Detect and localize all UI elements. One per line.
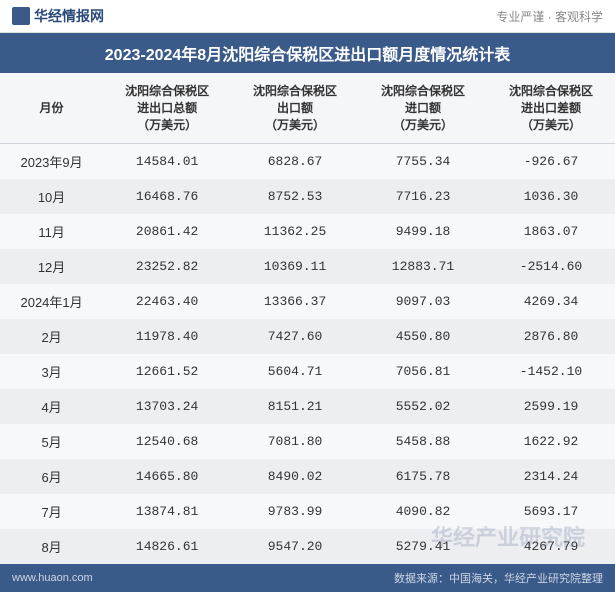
cell-total: 11978.40 — [103, 319, 231, 354]
table-header: 月份 沈阳综合保税区进出口总额（万美元） 沈阳综合保税区出口额（万美元） 沈阳综… — [0, 73, 615, 144]
cell-import: 5279.41 — [359, 529, 487, 564]
cell-export: 9783.99 — [231, 494, 359, 529]
cell-diff: -926.67 — [487, 144, 615, 180]
footer-site: www.huaon.com — [12, 572, 93, 584]
cell-export: 8490.02 — [231, 459, 359, 494]
header-bar: 华经情报网 专业严谨 · 客观科学 — [0, 0, 615, 33]
cell-month: 2月 — [0, 319, 103, 354]
cell-total: 12540.68 — [103, 424, 231, 459]
col-export: 沈阳综合保税区出口额（万美元） — [231, 73, 359, 144]
cell-export: 11362.25 — [231, 214, 359, 249]
table-row: 2023年9月14584.016828.677755.34-926.67 — [0, 144, 615, 180]
logo-text: 华经情报网 — [34, 6, 104, 26]
cell-import: 5458.88 — [359, 424, 487, 459]
cell-month: 3月 — [0, 354, 103, 389]
cell-month: 10月 — [0, 179, 103, 214]
cell-diff: 1863.07 — [487, 214, 615, 249]
cell-diff: 4269.34 — [487, 284, 615, 319]
cell-import: 12883.71 — [359, 249, 487, 284]
cell-diff: 1622.92 — [487, 424, 615, 459]
cell-export: 8752.53 — [231, 179, 359, 214]
cell-total: 20861.42 — [103, 214, 231, 249]
footer-source: 数据来源：中国海关，华经产业研究院整理 — [394, 570, 603, 586]
cell-total: 13703.24 — [103, 389, 231, 424]
cell-diff: 1036.30 — [487, 179, 615, 214]
cell-export: 6828.67 — [231, 144, 359, 180]
cell-import: 4090.82 — [359, 494, 487, 529]
table-row: 3月12661.525604.717056.81-1452.10 — [0, 354, 615, 389]
page-container: 华经情报网 专业严谨 · 客观科学 2023-2024年8月沈阳综合保税区进出口… — [0, 0, 615, 592]
cell-export: 9547.20 — [231, 529, 359, 564]
col-month: 月份 — [0, 73, 103, 144]
footer-bar: www.huaon.com 数据来源：中国海关，华经产业研究院整理 — [0, 564, 615, 592]
cell-export: 10369.11 — [231, 249, 359, 284]
table-body: 2023年9月14584.016828.677755.34-926.6710月1… — [0, 144, 615, 565]
col-export-label: 沈阳综合保税区出口额（万美元） — [253, 84, 337, 132]
col-diff: 沈阳综合保税区进出口差额（万美元） — [487, 73, 615, 144]
cell-month: 2024年1月 — [0, 284, 103, 319]
cell-total: 13874.81 — [103, 494, 231, 529]
cell-import: 9499.18 — [359, 214, 487, 249]
cell-export: 7081.80 — [231, 424, 359, 459]
cell-export: 8151.21 — [231, 389, 359, 424]
cell-diff: 4267.79 — [487, 529, 615, 564]
cell-import: 9097.03 — [359, 284, 487, 319]
cell-total: 16468.76 — [103, 179, 231, 214]
cell-month: 2023年9月 — [0, 144, 103, 180]
cell-month: 6月 — [0, 459, 103, 494]
table-row: 2024年1月22463.4013366.379097.034269.34 — [0, 284, 615, 319]
logo-icon — [12, 7, 30, 25]
table-title: 2023-2024年8月沈阳综合保税区进出口额月度情况统计表 — [0, 33, 615, 73]
table-header-row: 月份 沈阳综合保税区进出口总额（万美元） 沈阳综合保税区出口额（万美元） 沈阳综… — [0, 73, 615, 144]
col-import: 沈阳综合保税区进口额（万美元） — [359, 73, 487, 144]
cell-import: 7755.34 — [359, 144, 487, 180]
cell-diff: 5693.17 — [487, 494, 615, 529]
cell-export: 7427.60 — [231, 319, 359, 354]
cell-diff: -1452.10 — [487, 354, 615, 389]
header-tagline: 专业严谨 · 客观科学 — [496, 8, 603, 25]
col-total-label: 沈阳综合保税区进出口总额（万美元） — [125, 84, 209, 132]
table-row: 8月14826.619547.205279.414267.79 — [0, 529, 615, 564]
cell-diff: -2514.60 — [487, 249, 615, 284]
cell-month: 5月 — [0, 424, 103, 459]
cell-export: 13366.37 — [231, 284, 359, 319]
cell-diff: 2876.80 — [487, 319, 615, 354]
cell-import: 7716.23 — [359, 179, 487, 214]
cell-month: 7月 — [0, 494, 103, 529]
cell-total: 14584.01 — [103, 144, 231, 180]
col-import-label: 沈阳综合保税区进口额（万美元） — [381, 84, 465, 132]
col-total: 沈阳综合保税区进出口总额（万美元） — [103, 73, 231, 144]
cell-import: 7056.81 — [359, 354, 487, 389]
cell-total: 12661.52 — [103, 354, 231, 389]
table-row: 10月16468.768752.537716.231036.30 — [0, 179, 615, 214]
cell-total: 14826.61 — [103, 529, 231, 564]
cell-total: 22463.40 — [103, 284, 231, 319]
logo-area: 华经情报网 — [12, 6, 104, 26]
table-row: 6月14665.808490.026175.782314.24 — [0, 459, 615, 494]
table-row: 7月13874.819783.994090.825693.17 — [0, 494, 615, 529]
cell-total: 23252.82 — [103, 249, 231, 284]
cell-diff: 2599.19 — [487, 389, 615, 424]
cell-diff: 2314.24 — [487, 459, 615, 494]
cell-total: 14665.80 — [103, 459, 231, 494]
table-row: 5月12540.687081.805458.881622.92 — [0, 424, 615, 459]
cell-import: 4550.80 — [359, 319, 487, 354]
cell-month: 8月 — [0, 529, 103, 564]
data-table: 月份 沈阳综合保税区进出口总额（万美元） 沈阳综合保税区出口额（万美元） 沈阳综… — [0, 73, 615, 564]
cell-month: 12月 — [0, 249, 103, 284]
cell-import: 6175.78 — [359, 459, 487, 494]
table-row: 2月11978.407427.604550.802876.80 — [0, 319, 615, 354]
cell-import: 5552.02 — [359, 389, 487, 424]
table-row: 12月23252.8210369.1112883.71-2514.60 — [0, 249, 615, 284]
col-diff-label: 沈阳综合保税区进出口差额（万美元） — [509, 84, 593, 132]
cell-month: 4月 — [0, 389, 103, 424]
table-row: 11月20861.4211362.259499.181863.07 — [0, 214, 615, 249]
cell-month: 11月 — [0, 214, 103, 249]
cell-export: 5604.71 — [231, 354, 359, 389]
table-row: 4月13703.248151.215552.022599.19 — [0, 389, 615, 424]
